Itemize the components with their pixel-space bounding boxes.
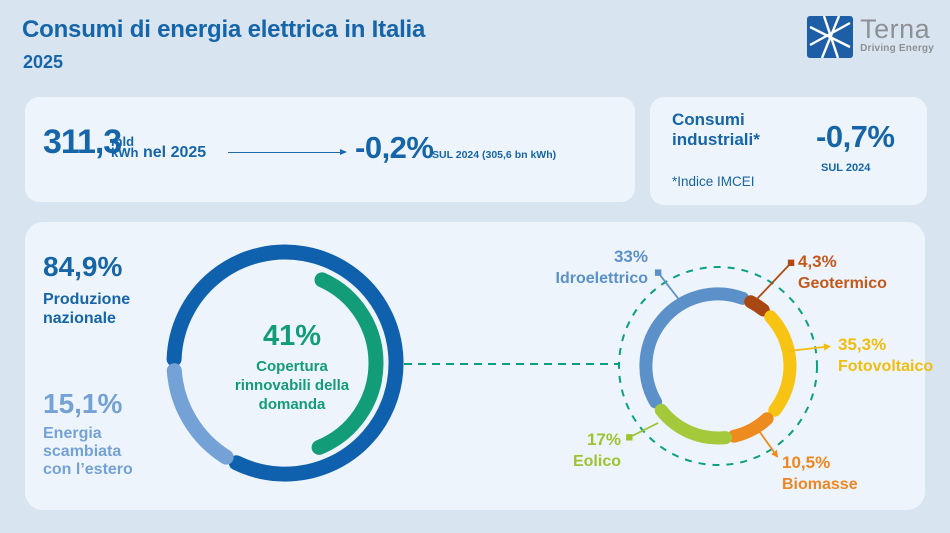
page-title: Consumi di energia elettrica in Italia [22, 16, 426, 43]
idroelettrico-label: Idroelettrico [555, 270, 648, 287]
renewables-coverage-value: 41% [262, 320, 322, 352]
terna-logo-tagline: Driving Energy [860, 43, 934, 54]
industrial-card: Consumi industriali* *Indice IMCEI -0,7%… [650, 97, 927, 205]
terna-logo-icon [807, 16, 854, 58]
renewables-coverage-center-text: 41% Copertura rinnovabili della domanda [202, 320, 382, 414]
callout-fotovoltaico: 35,3% Fotovoltaico [838, 334, 950, 377]
consumption-unit: mld kWh [111, 134, 139, 160]
geotermico-label: Geotermico [798, 275, 887, 292]
production-value: 84,9% [43, 251, 123, 282]
idroelettrico-percent: 33% [613, 247, 648, 266]
exchange-label: Energia scambiata con l’estero [43, 425, 133, 478]
consumption-delta-note: SUL 2024 (305,6 bn kWh) [432, 149, 557, 161]
exchange-value: 15,1% [43, 388, 123, 419]
biomasse-label: Biomasse [782, 476, 858, 493]
fotovoltaico-percent: 35,3% [838, 335, 887, 354]
trend-arrow-icon [228, 148, 347, 155]
consumption-value: 311,3 [43, 123, 122, 161]
fotovoltaico-label: Fotovoltaico [838, 358, 934, 375]
renewables-coverage-label: Copertura rinnovabili della domanda [234, 358, 350, 413]
callout-biomasse: 10,5% Biomasse [782, 452, 942, 495]
terna-logo-text: Terna [860, 14, 931, 44]
industrial-delta: -0,7% [816, 119, 895, 154]
callout-eolico: 17% Eolico [461, 429, 621, 472]
industrial-delta-note: SUL 2024 [821, 162, 871, 174]
eolico-percent: 17% [586, 430, 621, 449]
consumption-period: nel 2025 [143, 144, 207, 161]
terna-logo: Terna Driving Energy [807, 16, 934, 58]
production-label: Produzione nazionale [43, 291, 131, 327]
page-year: 2025 [23, 52, 64, 72]
energy-mix-card: 84,9% Produzione nazionale 15,1% Energia… [25, 222, 933, 510]
industrial-footnote: *Indice IMCEI [672, 174, 755, 189]
biomasse-percent: 10,5% [782, 453, 831, 472]
industrial-title: Consumi industriali* [672, 110, 760, 149]
callout-idroelettrico: 33% Idroelettrico [488, 246, 648, 289]
eolico-label: Eolico [572, 453, 621, 470]
geotermico-percent: 4,3% [798, 252, 837, 271]
consumption-delta: -0,2% [355, 130, 434, 165]
callout-geotermico: 4,3% Geotermico [798, 251, 950, 294]
consumption-card: 311,3 mld kWh nel 2025 -0,2% SUL 2024 (3… [25, 97, 635, 202]
